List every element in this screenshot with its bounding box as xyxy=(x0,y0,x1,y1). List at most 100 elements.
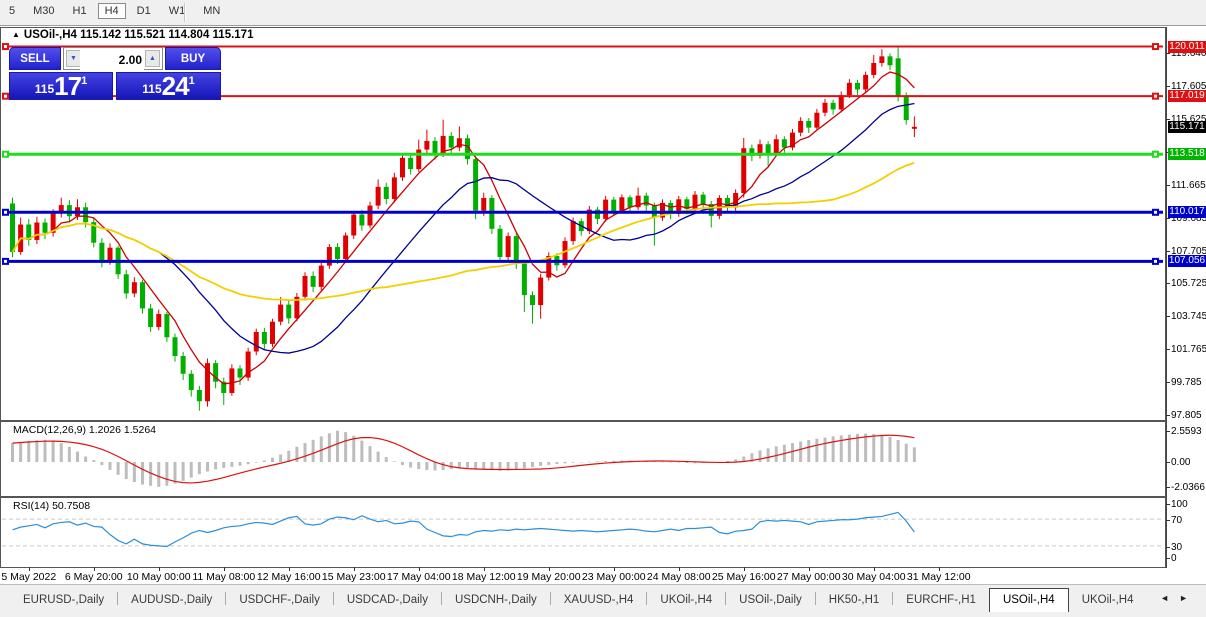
macd-bar xyxy=(596,461,599,462)
tabs-scroll-left-icon[interactable]: ◄ xyxy=(1160,593,1180,603)
tab-separator xyxy=(892,592,894,605)
timeframe-button-mn[interactable]: MN xyxy=(203,5,221,17)
candle-body xyxy=(765,144,771,154)
price-tick-label: 115.625 xyxy=(1171,114,1206,126)
time-tick-mark xyxy=(743,567,745,571)
macd-bar xyxy=(181,462,185,481)
chart-tab-xauusd-h4[interactable]: XAUUSD-,H4 xyxy=(563,594,634,606)
timeframe-button-h1[interactable]: H1 xyxy=(72,5,87,17)
moving-averages-layer xyxy=(11,71,915,385)
macd-bar xyxy=(84,456,88,462)
time-tick-label: 6 May 20:00 xyxy=(64,571,123,583)
volume-input[interactable] xyxy=(80,49,144,70)
timeframe-button-d1[interactable]: D1 xyxy=(136,5,151,17)
chart-tab-usdcad-daily[interactable]: USDCAD-,Daily xyxy=(346,594,428,606)
time-tick-mark xyxy=(158,567,160,571)
sell-button[interactable]: SELL xyxy=(9,47,61,70)
h-line[interactable] xyxy=(2,43,1163,51)
chart-tab-hk50-h1[interactable]: HK50-,H1 xyxy=(828,594,880,606)
macd-bar xyxy=(59,443,63,462)
chart-tab-audusd-daily[interactable]: AUDUSD-,Daily xyxy=(131,594,213,606)
ma-line xyxy=(11,161,915,301)
chart-tab-bar: EURUSD-,Daily AUDUSD-,Daily USDCHF-,Daily U… xyxy=(0,584,1206,617)
chart-tab-usdchf-daily[interactable]: USDCHF-,Daily xyxy=(239,594,320,606)
tabs-scroll-right-icon[interactable]: ► xyxy=(1179,593,1198,603)
candle-body xyxy=(871,62,877,75)
timeframe-button-m30[interactable]: M30 xyxy=(33,5,55,17)
candle-body xyxy=(806,121,812,128)
candle-body xyxy=(50,213,56,233)
macd-bar xyxy=(141,462,144,485)
price-tick-label: 101.765 xyxy=(1171,344,1206,356)
buy-button[interactable]: BUY xyxy=(165,47,221,70)
axis-tick-mark xyxy=(1166,217,1170,219)
ask-price[interactable]: 115241 xyxy=(116,72,221,100)
candle-body xyxy=(359,214,365,226)
price-badge: 115.171 xyxy=(1168,120,1206,133)
macd-bar xyxy=(336,430,339,462)
macd-bar xyxy=(376,451,380,462)
candle-body xyxy=(205,363,210,402)
candle-body xyxy=(343,235,349,259)
tab-separator xyxy=(725,592,727,605)
candle-body xyxy=(846,82,852,96)
candles-layer xyxy=(10,47,917,411)
chart-ohlc-readout: USOil-,H4 115.142 115.521 114.804 115.17… xyxy=(23,29,254,41)
h-line[interactable] xyxy=(2,208,1163,216)
chart-tab-eurchf-h1[interactable]: EURCHF-,H1 xyxy=(906,594,976,606)
macd-indicator-label: MACD(12,26,9) 1.2026 1.5264 xyxy=(13,424,157,436)
price-badge: 110.017 xyxy=(1168,206,1206,219)
candle-body xyxy=(83,207,89,223)
macd-bar xyxy=(189,462,193,478)
macd-bar xyxy=(303,443,307,462)
macd-panel[interactable] xyxy=(0,421,1166,497)
macd-bar xyxy=(19,441,23,462)
candle-body xyxy=(668,202,674,214)
price-chart-panel[interactable] xyxy=(0,27,1166,421)
rsi-panel[interactable] xyxy=(0,497,1166,568)
time-tick-label: 24 May 08:00 xyxy=(646,571,711,583)
chart-tab-eurusd-daily[interactable]: EURUSD-,Daily xyxy=(23,594,105,606)
candle-body xyxy=(530,295,535,306)
candle-body xyxy=(10,203,15,253)
ask-prefix: 115 xyxy=(142,82,162,96)
chart-tab-usdcnh-daily[interactable]: USDCNH-,Daily xyxy=(454,594,537,606)
macd-bar xyxy=(441,462,445,471)
timeframe-button-h4[interactable]: H4 xyxy=(97,3,126,19)
chart-tab-ukoil-h4[interactable]: UKOil-,H4 xyxy=(660,594,713,606)
price-tick-label: 105.725 xyxy=(1171,278,1206,290)
chart-tab-ukoil-h4[interactable]: UKOil-,H4 xyxy=(1081,594,1134,606)
timeframe-button-5[interactable]: 5 xyxy=(9,5,16,17)
bid-price[interactable]: 115171 xyxy=(9,72,113,100)
price-tick-label: 109.685 xyxy=(1171,212,1206,224)
chart-collapse-icon[interactable]: ▲ xyxy=(12,30,20,39)
time-tick-mark xyxy=(483,567,485,571)
candle-body xyxy=(603,199,609,219)
chart-tab-usoil-daily[interactable]: USOil-,Daily xyxy=(739,594,802,606)
h-line[interactable] xyxy=(2,257,1163,265)
axis-tick-mark xyxy=(1166,349,1170,351)
volume-decrease-icon[interactable]: ▼ xyxy=(66,50,81,67)
candle-body xyxy=(213,363,219,382)
h-line[interactable] xyxy=(2,150,1163,158)
candle-body xyxy=(725,197,730,208)
chart-tab-usoil-h4[interactable]: USOil-,H4 xyxy=(988,588,1069,612)
time-tick-mark xyxy=(353,567,355,571)
time-tick-label: 19 May 20:00 xyxy=(516,571,581,583)
candle-body xyxy=(237,368,243,378)
candle-body xyxy=(814,112,820,128)
timeframe-button-w1[interactable]: W1 xyxy=(168,5,186,17)
macd-bar xyxy=(108,462,112,470)
time-axis[interactable]: 5 May 2022 6 May 20:00 10 May 00:00 11 May … xyxy=(0,567,1166,584)
macd-tick-label: -2.0366 xyxy=(1171,481,1205,493)
macd-bar xyxy=(912,447,916,462)
macd-bar xyxy=(579,462,583,463)
volume-increase-icon[interactable]: ▲ xyxy=(145,50,160,67)
price-axis[interactable]: 119.640117.605115.625113.645111.665109.6… xyxy=(1166,27,1206,568)
candle-body xyxy=(611,199,617,211)
candle-body xyxy=(440,135,446,155)
macd-bar xyxy=(758,450,762,462)
axis-tick-mark xyxy=(1166,381,1170,383)
price-tick-label: 107.705 xyxy=(1171,245,1206,257)
